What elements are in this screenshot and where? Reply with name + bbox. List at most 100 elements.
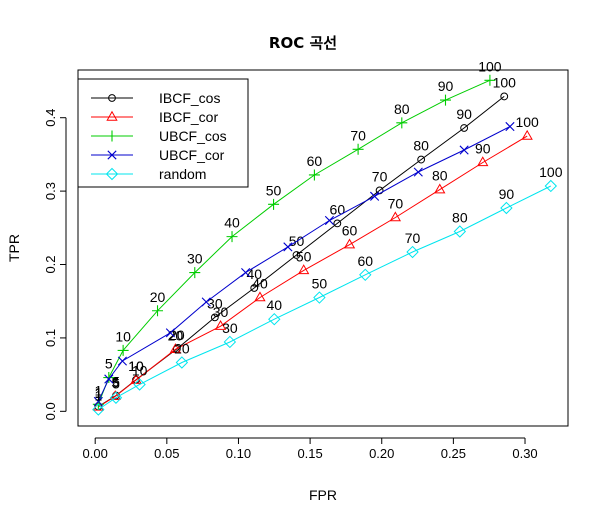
data-point bbox=[223, 335, 237, 349]
data-label: 80 bbox=[413, 138, 429, 154]
data-label: 5 bbox=[105, 356, 113, 372]
data-point bbox=[521, 129, 533, 140]
x-axis: 0.00 0.05 0.10 0.15 0.20 0.25 0.30 bbox=[83, 437, 538, 461]
data-point bbox=[268, 198, 280, 210]
data-label: 100 bbox=[515, 114, 539, 130]
legend-marker bbox=[107, 150, 117, 160]
data-point bbox=[460, 124, 469, 132]
data-label: 70 bbox=[372, 168, 388, 184]
y-tick-label: 0.4 bbox=[43, 109, 58, 127]
data-point bbox=[544, 179, 558, 193]
data-label: 40 bbox=[266, 297, 282, 313]
data-label: 60 bbox=[342, 223, 358, 239]
data-point bbox=[406, 245, 419, 259]
data-point bbox=[313, 291, 326, 304]
data-point bbox=[459, 145, 469, 155]
data-label: 30 bbox=[207, 295, 223, 311]
x-tick-label: 0.25 bbox=[441, 446, 466, 461]
data-point bbox=[175, 356, 189, 369]
data-point bbox=[324, 215, 335, 226]
x-tick-label: 0.00 bbox=[83, 446, 108, 461]
data-label: 100 bbox=[493, 74, 517, 90]
data-point bbox=[93, 396, 103, 406]
data-point bbox=[283, 242, 293, 252]
y-tick-label: 0.2 bbox=[43, 255, 58, 273]
data-point bbox=[389, 211, 402, 222]
x-axis-label: FPR bbox=[309, 487, 337, 503]
legend-box bbox=[77, 78, 249, 188]
data-point bbox=[117, 356, 128, 366]
data-label: 30 bbox=[213, 304, 229, 320]
data-label: 20 bbox=[150, 289, 166, 305]
data-label: 70 bbox=[405, 230, 421, 246]
legend-item: IBCF_cor bbox=[91, 109, 218, 125]
data-label: 30 bbox=[222, 320, 238, 336]
data-point bbox=[292, 251, 301, 259]
data-label: 80 bbox=[432, 168, 448, 184]
data-label: 10 bbox=[128, 358, 144, 374]
data-label: 60 bbox=[307, 153, 323, 169]
data-label: 90 bbox=[456, 106, 472, 122]
data-point bbox=[440, 94, 451, 106]
data-label: 80 bbox=[452, 209, 468, 225]
data-point bbox=[104, 374, 114, 384]
data-label: 10 bbox=[128, 358, 144, 374]
data-label: 30 bbox=[187, 251, 203, 267]
data-label: 50 bbox=[312, 276, 328, 292]
plot-area: 1510203040506070809010015102030405060708… bbox=[92, 58, 563, 416]
legend-item: UBCF_cos bbox=[91, 128, 227, 144]
data-label: 90 bbox=[438, 78, 454, 94]
x-tick-label: 0.05 bbox=[154, 446, 179, 461]
data-label: 5 bbox=[112, 374, 120, 390]
data-label: 20 bbox=[174, 341, 190, 357]
legend-label: random bbox=[159, 166, 206, 182]
y-axis-label: TPR bbox=[6, 234, 22, 262]
data-point bbox=[352, 143, 364, 155]
data-label: 100 bbox=[478, 58, 502, 74]
legend-label: IBCF_cos bbox=[159, 90, 220, 106]
data-label: 1 bbox=[94, 385, 102, 401]
data-label: 100 bbox=[539, 164, 563, 180]
data-label: 50 bbox=[296, 248, 312, 264]
legend-marker bbox=[108, 94, 116, 102]
data-point bbox=[92, 403, 105, 416]
series-line bbox=[98, 135, 528, 408]
data-point bbox=[396, 117, 408, 129]
data-point bbox=[254, 291, 266, 302]
data-point bbox=[477, 156, 489, 167]
y-axis: 0.0 0.1 0.2 0.3 0.4 bbox=[43, 109, 67, 420]
y-tick-label: 0.3 bbox=[43, 182, 58, 200]
data-point bbox=[165, 328, 176, 338]
data-point bbox=[434, 183, 446, 194]
y-tick-label: 0.0 bbox=[43, 402, 58, 420]
x-tick-label: 0.20 bbox=[369, 446, 394, 461]
legend-marker bbox=[106, 110, 118, 121]
data-point bbox=[453, 225, 467, 238]
y-tick-label: 0.1 bbox=[43, 329, 58, 347]
data-label: 60 bbox=[357, 253, 373, 269]
data-point bbox=[201, 297, 211, 307]
data-point bbox=[413, 167, 423, 177]
data-point bbox=[152, 305, 164, 317]
data-label: 60 bbox=[330, 201, 346, 217]
data-point bbox=[226, 231, 238, 243]
data-label: 5 bbox=[111, 374, 119, 390]
data-point bbox=[130, 373, 142, 384]
data-point bbox=[369, 191, 380, 201]
plot-frame bbox=[77, 69, 569, 427]
data-label: 80 bbox=[394, 101, 410, 117]
data-point bbox=[500, 92, 509, 101]
legend-item: random bbox=[91, 166, 206, 182]
data-label: 10 bbox=[132, 363, 148, 379]
data-point bbox=[308, 169, 320, 181]
data-label: 90 bbox=[475, 140, 491, 156]
data-point bbox=[169, 343, 182, 353]
legend-label: IBCF_cor bbox=[159, 109, 218, 125]
data-label: 10 bbox=[115, 328, 131, 344]
legend-label: UBCF_cos bbox=[159, 128, 227, 144]
data-label: 1 bbox=[94, 382, 102, 398]
